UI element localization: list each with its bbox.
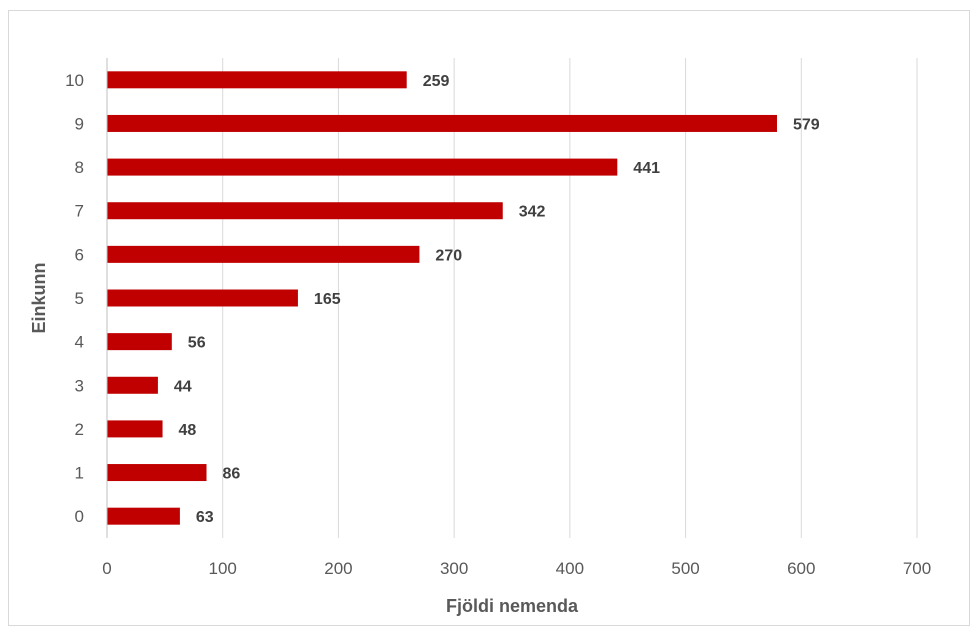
- y-axis-title: Einkunn: [29, 263, 49, 334]
- gridlines: [222, 58, 918, 538]
- data-labels: 63 86 48 44 56 165 270 342 441 579 259: [174, 73, 820, 526]
- data-label-9: 579: [793, 116, 820, 133]
- x-tick-label: 400: [556, 559, 584, 578]
- data-label-5: 165: [314, 291, 341, 308]
- bar-9: [107, 114, 777, 132]
- x-tick-label: 600: [787, 559, 815, 578]
- data-label-8: 441: [633, 160, 660, 177]
- bar-4: [107, 333, 172, 351]
- bar-3: [107, 376, 158, 394]
- data-label-1: 86: [223, 466, 241, 483]
- y-tick-label: 6: [75, 245, 84, 264]
- bar-1: [107, 464, 207, 482]
- x-tick-label: 500: [671, 559, 699, 578]
- x-tick-label: 300: [440, 559, 468, 578]
- bar-0: [107, 507, 180, 525]
- bar-10: [107, 71, 407, 89]
- y-tick-label: 4: [75, 333, 84, 352]
- bar-5: [107, 289, 298, 307]
- x-tick-label: 700: [903, 559, 931, 578]
- bar-2: [107, 420, 163, 438]
- y-tick-labels: 0 1 2 3 4 5 6 7 8 9 10: [65, 71, 84, 526]
- x-tick-label: 0: [102, 559, 111, 578]
- x-tick-label: 200: [324, 559, 352, 578]
- bar-8: [107, 158, 618, 176]
- bars: [107, 71, 777, 525]
- y-tick-label: 5: [75, 289, 84, 308]
- x-axis-title: Fjöldi nemenda: [446, 596, 579, 616]
- bar-7: [107, 202, 503, 220]
- bar-6: [107, 245, 420, 263]
- y-tick-label: 2: [75, 420, 84, 439]
- y-tick-label: 9: [75, 114, 84, 133]
- y-tick-label: 7: [75, 202, 84, 221]
- data-label-6: 270: [435, 247, 462, 264]
- data-label-10: 259: [423, 73, 450, 90]
- data-label-0: 63: [196, 509, 214, 526]
- data-label-3: 44: [174, 378, 192, 395]
- y-tick-label: 10: [65, 71, 84, 90]
- x-tick-label: 100: [209, 559, 237, 578]
- data-label-7: 342: [519, 204, 546, 221]
- data-label-4: 56: [188, 335, 206, 352]
- x-tick-labels: 0 100 200 300 400 500 600 700: [102, 559, 931, 578]
- y-tick-label: 3: [75, 376, 84, 395]
- y-tick-label: 8: [75, 158, 84, 177]
- data-label-2: 48: [179, 422, 197, 439]
- y-tick-label: 1: [75, 464, 84, 483]
- y-tick-label: 0: [75, 507, 84, 526]
